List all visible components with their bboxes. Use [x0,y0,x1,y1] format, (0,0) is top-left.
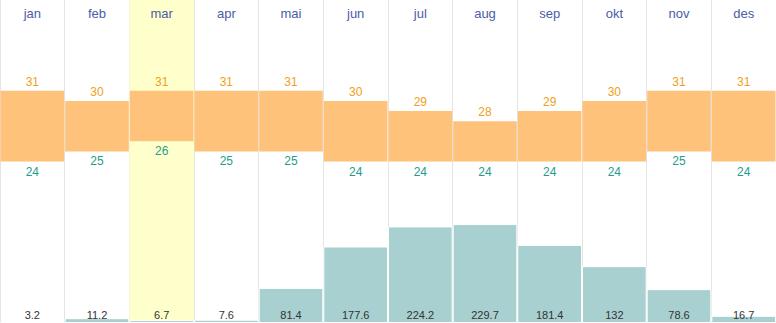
svg-text:6.7: 6.7 [154,309,169,321]
svg-text:177.6: 177.6 [342,309,370,321]
svg-text:29: 29 [414,95,428,109]
svg-text:25: 25 [220,154,234,168]
svg-text:11.2: 11.2 [87,309,108,321]
svg-text:31: 31 [155,75,169,89]
svg-text:3.2: 3.2 [25,309,40,321]
svg-text:24: 24 [414,165,428,179]
svg-text:31: 31 [284,75,298,89]
svg-text:78.6: 78.6 [668,309,689,321]
svg-text:16.7: 16.7 [733,309,754,321]
svg-text:31: 31 [26,75,40,89]
svg-text:jul: jul [413,6,427,21]
svg-text:okt: okt [606,6,624,21]
svg-text:224.2: 224.2 [407,309,435,321]
svg-text:31: 31 [737,75,751,89]
svg-text:25: 25 [672,154,686,168]
svg-text:30: 30 [349,85,363,99]
svg-text:24: 24 [737,165,751,179]
svg-text:mar: mar [150,6,173,21]
svg-text:sep: sep [539,6,560,21]
svg-text:31: 31 [672,75,686,89]
svg-text:28: 28 [478,105,492,119]
svg-text:des: des [733,6,754,21]
svg-text:24: 24 [26,165,40,179]
svg-text:229.7: 229.7 [471,309,499,321]
svg-text:jan: jan [23,6,41,21]
svg-text:mai: mai [281,6,302,21]
svg-text:24: 24 [608,165,622,179]
svg-text:31: 31 [220,75,234,89]
svg-text:aug: aug [474,6,496,21]
svg-text:apr: apr [217,6,236,21]
svg-text:feb: feb [88,6,106,21]
svg-text:181.4: 181.4 [536,309,564,321]
svg-text:25: 25 [284,154,298,168]
svg-text:jun: jun [346,6,364,21]
svg-text:7.6: 7.6 [219,309,234,321]
svg-text:132: 132 [605,309,623,321]
svg-text:24: 24 [349,165,363,179]
svg-text:81.4: 81.4 [280,309,301,321]
svg-text:24: 24 [478,165,492,179]
svg-text:nov: nov [669,6,690,21]
svg-text:29: 29 [543,95,557,109]
svg-text:24: 24 [543,165,557,179]
svg-text:30: 30 [608,85,622,99]
svg-text:26: 26 [155,144,169,158]
svg-text:30: 30 [90,85,104,99]
svg-text:25: 25 [90,154,104,168]
